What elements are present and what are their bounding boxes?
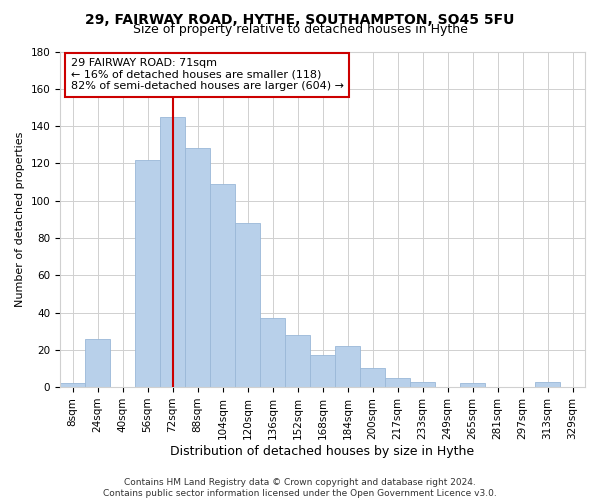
Bar bbox=[260, 318, 285, 387]
Y-axis label: Number of detached properties: Number of detached properties bbox=[15, 132, 25, 307]
Bar bbox=[460, 384, 485, 387]
X-axis label: Distribution of detached houses by size in Hythe: Distribution of detached houses by size … bbox=[170, 444, 475, 458]
Bar bbox=[60, 384, 85, 387]
Bar bbox=[185, 148, 210, 387]
Bar bbox=[235, 223, 260, 387]
Bar bbox=[310, 356, 335, 387]
Bar bbox=[160, 117, 185, 387]
Text: 29, FAIRWAY ROAD, HYTHE, SOUTHAMPTON, SO45 5FU: 29, FAIRWAY ROAD, HYTHE, SOUTHAMPTON, SO… bbox=[85, 12, 515, 26]
Text: Size of property relative to detached houses in Hythe: Size of property relative to detached ho… bbox=[133, 22, 467, 36]
Bar bbox=[385, 378, 410, 387]
Text: Contains HM Land Registry data © Crown copyright and database right 2024.
Contai: Contains HM Land Registry data © Crown c… bbox=[103, 478, 497, 498]
Bar bbox=[85, 338, 110, 387]
Bar bbox=[535, 382, 560, 387]
Bar bbox=[335, 346, 360, 387]
Text: 29 FAIRWAY ROAD: 71sqm
← 16% of detached houses are smaller (118)
82% of semi-de: 29 FAIRWAY ROAD: 71sqm ← 16% of detached… bbox=[71, 58, 344, 92]
Bar bbox=[285, 335, 310, 387]
Bar bbox=[135, 160, 160, 387]
Bar bbox=[410, 382, 435, 387]
Bar bbox=[210, 184, 235, 387]
Bar bbox=[360, 368, 385, 387]
